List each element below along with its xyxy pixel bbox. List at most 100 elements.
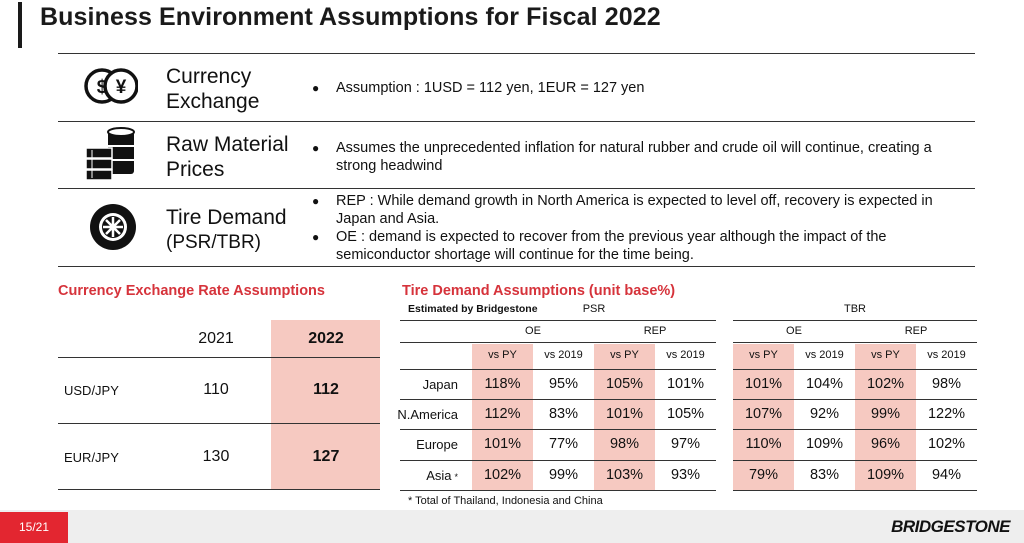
estimated-note: Estimated by Bridgestone (408, 303, 538, 315)
demand-value: 101% (483, 436, 522, 452)
divider (400, 399, 716, 400)
demand-value: 109% (866, 467, 905, 483)
demand-value: 95% (548, 376, 579, 392)
divider (733, 490, 977, 491)
divider (400, 320, 716, 321)
demand-value: 98% (931, 376, 962, 392)
rate-value: 112 (313, 381, 339, 398)
svg-text:¥: ¥ (116, 77, 127, 98)
divider (58, 121, 975, 122)
subgroup-header: OE (525, 325, 541, 337)
column-header: vs PY (610, 349, 639, 361)
asterisk-mark: * (454, 471, 458, 482)
highlight-column (271, 320, 380, 490)
region-label: Japan (388, 377, 458, 392)
column-header: vs 2019 (927, 349, 966, 361)
column-header: vs 2019 (544, 349, 583, 361)
footnote: * Total of Thailand, Indonesia and China (408, 495, 603, 507)
column-header: vs 2019 (805, 349, 844, 361)
demand-value: 105% (605, 376, 644, 392)
divider (733, 460, 977, 461)
demand-value: 112% (484, 406, 521, 422)
currency-heading: Currency Exchange (166, 65, 260, 113)
demand-value: 97% (670, 436, 701, 452)
divider (400, 342, 716, 343)
demand-value: 83% (548, 406, 579, 422)
highlight-column (733, 344, 794, 491)
demand-value: 77% (548, 436, 579, 452)
page-title: Business Environment Assumptions for Fis… (40, 3, 661, 31)
raw-material-bullets: Assumes the unprecedented inflation for … (312, 139, 972, 175)
demand-value: 102% (483, 467, 522, 483)
page-number: 15/21 (18, 520, 50, 534)
region-label: Europe (388, 437, 458, 452)
demand-value: 102% (927, 436, 966, 452)
group-header: TBR (844, 303, 866, 315)
tire-table-title: Tire Demand Assumptions (unit base%) (402, 283, 676, 299)
demand-value: 99% (870, 406, 901, 422)
tire-icon (90, 204, 136, 250)
demand-value: 101% (666, 376, 705, 392)
divider (58, 188, 975, 189)
bridgestone-logo: BRIDGESTONE (891, 517, 1010, 536)
highlight-column (855, 344, 916, 491)
demand-value: 79% (748, 467, 779, 483)
demand-value: 99% (548, 467, 579, 483)
demand-value: 103% (605, 467, 644, 483)
demand-value: 94% (931, 467, 962, 483)
region-name: Japan (422, 377, 458, 392)
bullet-item: REP : While demand growth in North Ameri… (312, 192, 972, 228)
highlight-column (472, 344, 533, 491)
currency-bullets: Assumption : 1USD = 112 yen, 1EUR = 127 … (312, 79, 962, 97)
demand-value: 105% (666, 406, 705, 422)
region-label: Asia * (388, 468, 458, 483)
divider (733, 429, 977, 430)
demand-value: 93% (670, 467, 701, 483)
demand-value: 107% (744, 406, 783, 422)
group-header: PSR (582, 303, 606, 315)
column-header: vs PY (749, 349, 778, 361)
divider (58, 489, 380, 490)
page-number-badge (0, 512, 68, 543)
raw-material-icon (85, 127, 135, 181)
tire-demand-heading: Tire Demand (PSR/TBR) (166, 206, 287, 253)
year-header: 2022 (308, 330, 344, 347)
region-name: N.America (397, 407, 458, 422)
demand-value: 122% (927, 406, 966, 422)
divider (733, 342, 977, 343)
subgroup-header: REP (643, 325, 667, 337)
divider (400, 460, 716, 461)
region-name: Europe (416, 437, 458, 452)
rate-value: 130 (202, 448, 230, 465)
bullet-item: OE : demand is expected to recover from … (312, 228, 972, 264)
row-label: EUR/JPY (64, 450, 119, 465)
rate-value: 127 (312, 448, 340, 465)
demand-value: 98% (609, 436, 640, 452)
tire-demand-bullets: REP : While demand growth in North Ameri… (312, 192, 972, 264)
currency-exchange-icon: $ ¥ (84, 68, 138, 104)
divider (58, 266, 975, 267)
rate-value: 110 (203, 381, 229, 398)
highlight-column (594, 344, 655, 491)
region-name: Asia (426, 468, 452, 483)
demand-value: 96% (870, 436, 901, 452)
demand-value: 83% (809, 467, 840, 483)
subgroup-header: OE (786, 325, 802, 337)
divider (400, 490, 716, 491)
bullet-item: Assumes the unprecedented inflation for … (312, 139, 972, 175)
divider (733, 399, 977, 400)
divider (58, 53, 975, 54)
demand-value: 102% (866, 376, 905, 392)
divider (58, 357, 380, 358)
region-label: N.America (388, 407, 458, 422)
demand-value: 92% (809, 406, 840, 422)
currency-table-title: Currency Exchange Rate Assumptions (58, 283, 325, 299)
subgroup-header: REP (904, 325, 928, 337)
column-header: vs 2019 (666, 349, 705, 361)
row-label: USD/JPY (64, 383, 119, 398)
divider (400, 429, 716, 430)
demand-value: 101% (605, 406, 644, 422)
column-header: vs PY (488, 349, 517, 361)
title-accent-bar (18, 2, 22, 48)
footer (0, 510, 1024, 543)
